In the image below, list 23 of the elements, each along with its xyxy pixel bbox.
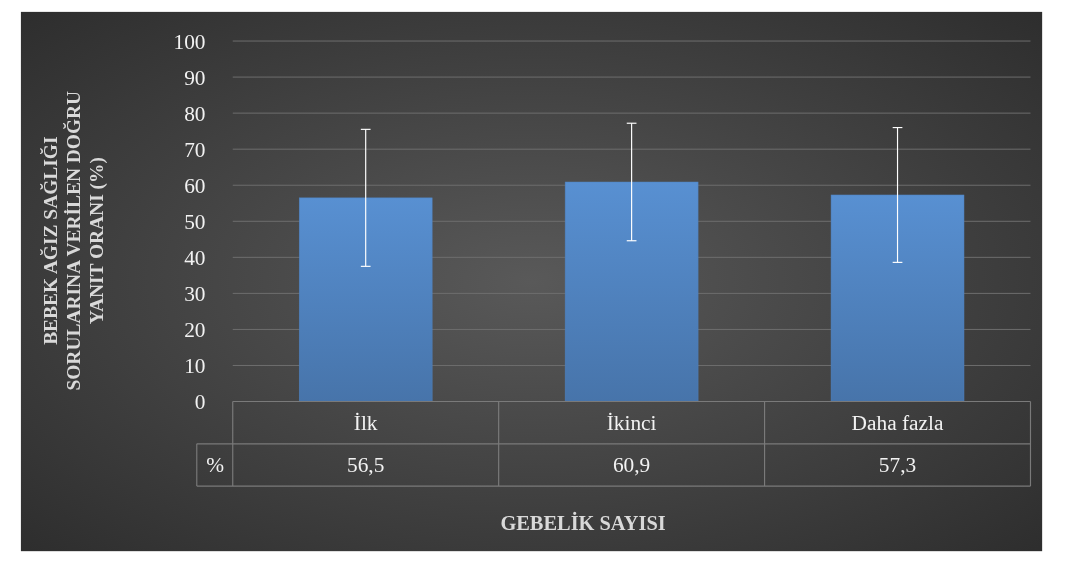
y-tick-label: 90 [184,65,206,90]
y-tick-label: 70 [184,137,206,162]
legend-label: % [206,453,225,478]
x-tick-label: İlk [353,411,378,436]
bar [564,181,699,402]
y-tick-label: 40 [184,245,206,270]
y-tick-label: 100 [173,29,206,54]
data-label: 60,9 [612,453,651,478]
y-tick-label: 30 [184,281,206,306]
data-label: 56,5 [347,453,385,478]
y-tick-label: 0 [194,390,206,415]
bar [830,194,965,402]
y-tick-label: 60 [184,173,206,198]
data-label: 57,3 [878,453,917,478]
y-tick-label: 50 [184,209,206,234]
x-tick-label: Daha fazla [851,411,944,436]
y-tick-label: 80 [184,101,206,126]
bar [298,197,433,402]
y-tick-label: 10 [184,353,206,378]
y-tick-label: 20 [184,317,206,342]
x-tick-label: İkinci [606,411,657,436]
y-axis-title: BEBEK AĞIZ SAĞLIĞI SORULARINA VERİLEN DOĞRU YANIT ORANI (%) [39,90,109,391]
x-axis-title: GEBELİK SAYISI [500,511,666,535]
